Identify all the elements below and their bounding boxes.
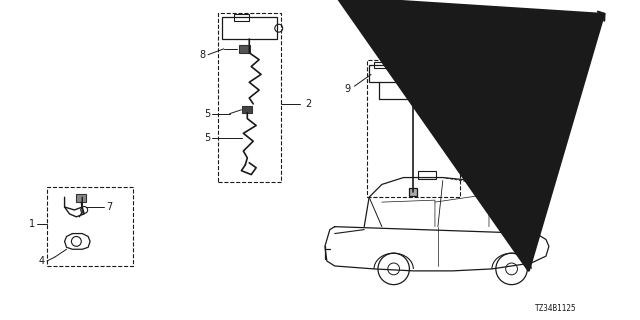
Bar: [218, 13, 281, 182]
Bar: [367, 60, 461, 197]
Bar: [502, 220, 511, 226]
Bar: [243, 106, 252, 113]
Bar: [419, 171, 436, 179]
Text: TZ34B1125: TZ34B1125: [535, 304, 577, 313]
Circle shape: [440, 71, 445, 77]
Text: Fr.: Fr.: [553, 24, 568, 34]
Bar: [369, 65, 433, 82]
Bar: [221, 17, 276, 39]
Text: 9: 9: [344, 84, 351, 94]
Text: 5: 5: [204, 109, 210, 119]
Text: 2: 2: [305, 99, 311, 109]
Text: 7: 7: [107, 202, 113, 212]
Text: 8: 8: [199, 50, 205, 60]
Text: 5: 5: [204, 133, 210, 143]
Text: 3: 3: [481, 118, 487, 129]
Bar: [410, 188, 417, 196]
Text: 4: 4: [39, 256, 45, 266]
Bar: [239, 45, 250, 53]
Bar: [47, 188, 133, 266]
Text: 6: 6: [467, 69, 472, 79]
Text: 1: 1: [29, 219, 35, 229]
Bar: [374, 62, 394, 68]
Bar: [234, 14, 249, 21]
Bar: [76, 194, 86, 202]
